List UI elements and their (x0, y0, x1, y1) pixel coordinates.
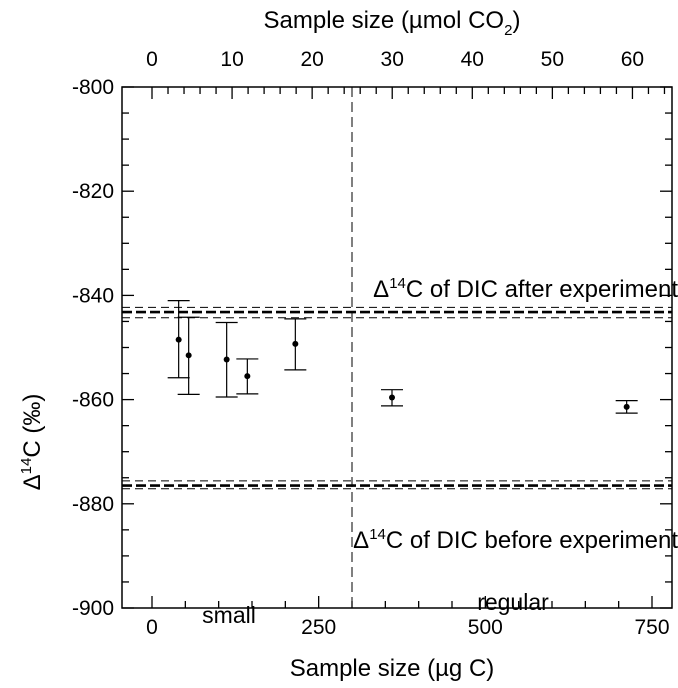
y-tick-label: -800 (72, 76, 114, 99)
annotation-after-experiment: Δ14C of DIC after experiment (373, 275, 678, 303)
x-tick-label: 250 (301, 616, 336, 639)
y-tick-label: -860 (72, 389, 114, 412)
data-point (175, 336, 182, 343)
y-tick-label: -900 (72, 597, 114, 620)
data-point (623, 403, 630, 410)
top-tick-label: 60 (621, 48, 644, 71)
y-axis-title: Δ14C (‰) (18, 394, 46, 491)
x-axis-title: Sample size (µg C) (290, 655, 495, 682)
data-points (167, 300, 638, 414)
data-point (389, 394, 395, 401)
annotation-before-experiment: Δ14C of DIC before experiment (353, 526, 678, 554)
top-tick-label: 20 (300, 48, 323, 71)
tick-labels: 0 250 500 750 0 10 20 30 40 50 60 -800 -820 -840 -860 -… (72, 48, 670, 639)
y-tick-label: -880 (72, 493, 114, 516)
data-point (292, 340, 299, 347)
region-label-regular: regular (477, 589, 549, 615)
x-tick-label: 750 (634, 616, 669, 639)
tick-marks (122, 86, 672, 609)
y-tick-label: -820 (72, 180, 114, 203)
y-tick-label: -840 (72, 284, 114, 307)
top-tick-label: 40 (461, 48, 484, 71)
top-axis-title-close: ) (512, 7, 520, 34)
top-axis-title-subscript: 2 (504, 22, 512, 39)
top-tick-label: 50 (541, 48, 564, 71)
data-point (185, 352, 192, 359)
data-point (223, 356, 230, 363)
x-tick-label: 500 (468, 616, 503, 639)
top-axis-title: Sample size (µmol CO2) (264, 7, 521, 39)
top-tick-label: 0 (146, 48, 158, 71)
reference-lines (122, 306, 672, 490)
region-label-small: small (202, 602, 256, 628)
data-point (244, 373, 251, 380)
top-tick-label: 30 (381, 48, 404, 71)
top-tick-label: 10 (220, 48, 243, 71)
x-tick-label: 0 (146, 616, 158, 639)
